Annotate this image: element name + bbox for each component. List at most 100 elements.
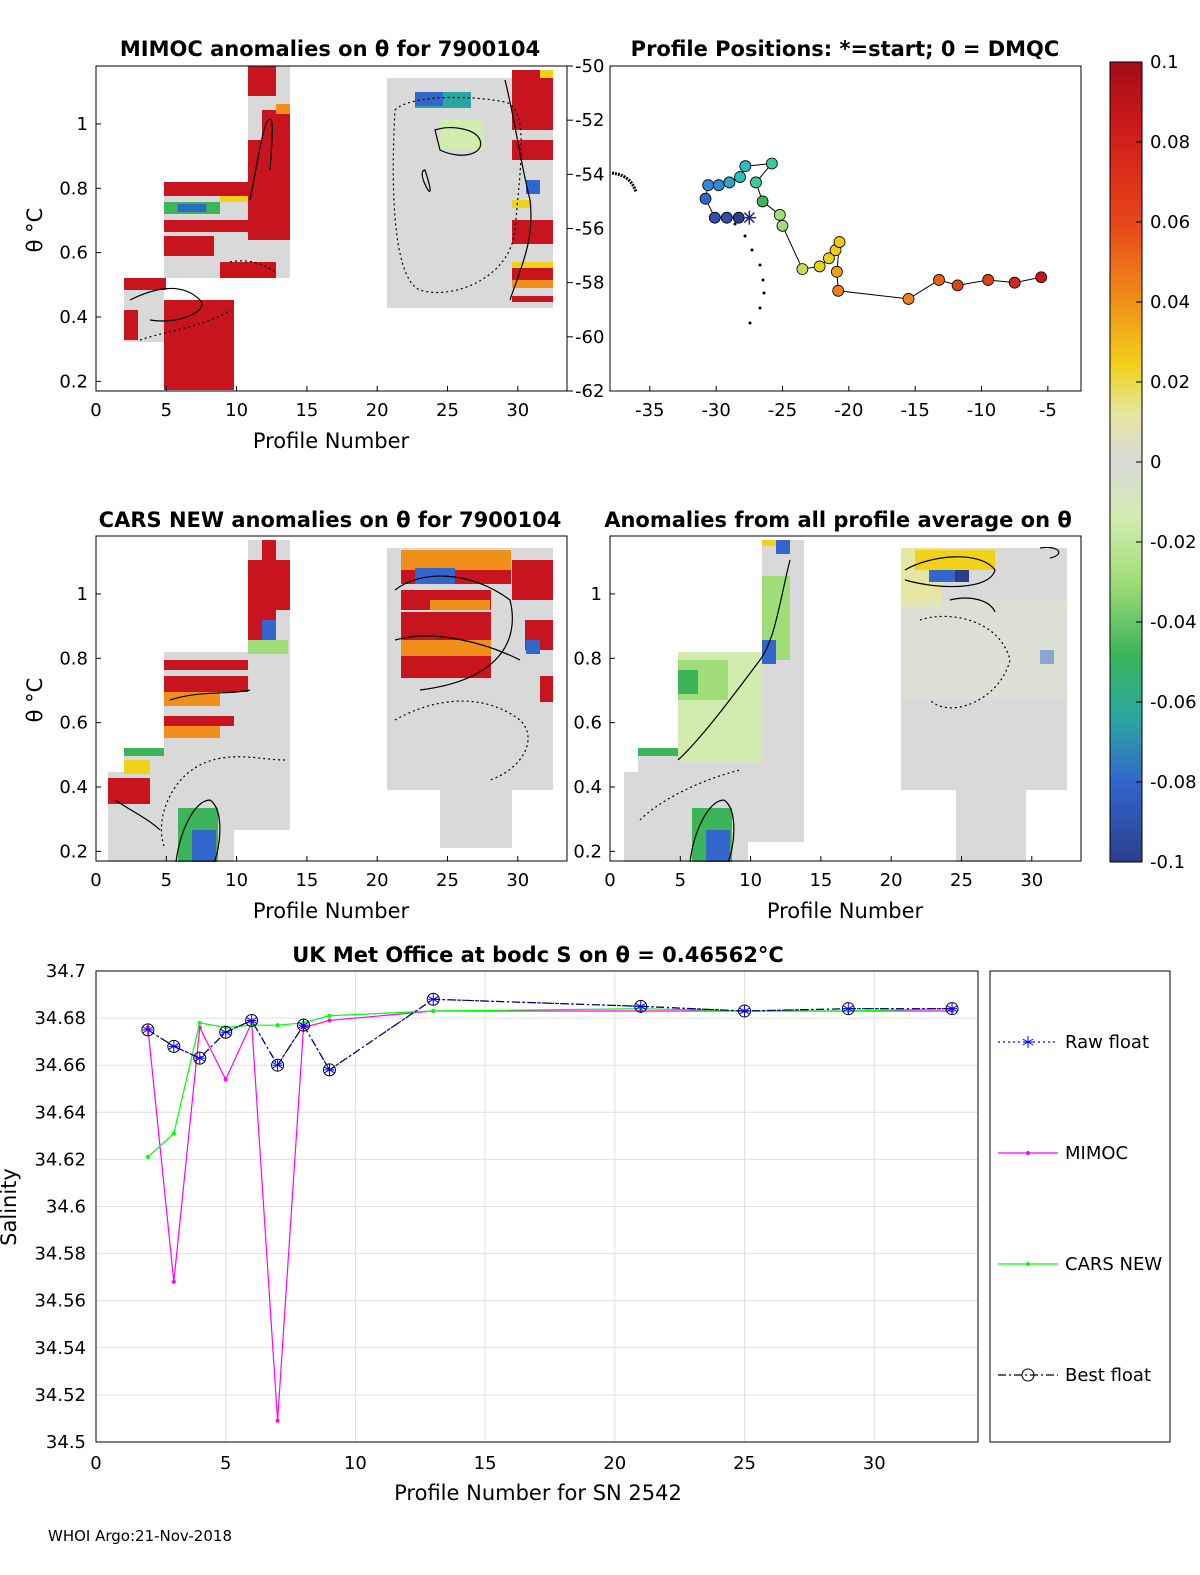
position-point bbox=[776, 219, 789, 232]
positions-x-ticks: -35 -30 -25 -20 -15 -10 -5 bbox=[635, 386, 1057, 421]
series-point bbox=[171, 1279, 176, 1284]
salinity-axes-box bbox=[95, 970, 979, 1443]
legend-label: CARS NEW bbox=[1065, 1254, 1162, 1275]
y-tick-label: -60 bbox=[575, 327, 604, 348]
salinity-xlabel: Profile Number for SN 2542 bbox=[394, 1481, 682, 1505]
y-tick-label: 1 bbox=[77, 584, 88, 605]
allavg-x-ticks: 0 5 10 15 20 25 30 bbox=[604, 856, 1043, 891]
mimoc-ylabel: θ °C bbox=[23, 208, 47, 253]
x-tick-label: -30 bbox=[701, 400, 730, 421]
y-tick-label: -54 bbox=[575, 164, 604, 185]
x-tick-label: -20 bbox=[834, 400, 863, 421]
salinity-y-ticks: 34.5 34.52 34.54 34.56 34.58 34.6 34.62 34.64 34… bbox=[34, 961, 86, 1453]
y-tick-label: 34.58 bbox=[34, 1244, 86, 1265]
position-point bbox=[1008, 276, 1021, 289]
colorbar: 0.1 0.08 0.06 0.04 0.02 0 -0.02 -0.04 -0.06 -0.08… bbox=[1109, 52, 1197, 873]
colorbar-tick-label: 0 bbox=[1150, 452, 1161, 473]
position-point bbox=[982, 274, 995, 286]
colorbar-tick-label: -0.08 bbox=[1150, 772, 1197, 793]
series-point bbox=[145, 1155, 150, 1160]
x-tick-label: 10 bbox=[225, 870, 248, 891]
y-tick-label: 34.66 bbox=[34, 1055, 86, 1076]
y-tick-label: 34.6 bbox=[46, 1197, 86, 1218]
colorbar-tick-label: 0.08 bbox=[1150, 132, 1190, 153]
position-point bbox=[933, 274, 945, 286]
y-tick-label: 0.4 bbox=[59, 777, 88, 798]
x-tick-label: 30 bbox=[863, 1453, 886, 1474]
legend-marker bbox=[1021, 1368, 1035, 1382]
y-tick-label: 0.2 bbox=[59, 841, 88, 862]
y-tick-label: 34.56 bbox=[34, 1291, 86, 1312]
series-point bbox=[272, 1059, 284, 1072]
historic-profile-dots bbox=[611, 171, 766, 325]
series-point bbox=[298, 1019, 309, 1032]
series-point bbox=[431, 1009, 436, 1014]
colorbar-tick-label: -0.1 bbox=[1150, 852, 1185, 873]
y-tick-label: 0.4 bbox=[573, 777, 602, 798]
position-point bbox=[750, 176, 762, 189]
positions-title: Profile Positions: *=start; 0 = DMQC bbox=[631, 37, 1060, 61]
x-tick-label: 5 bbox=[161, 870, 172, 891]
cars-y-ticks: 0.2 0.4 0.6 0.8 1 bbox=[59, 584, 101, 862]
y-tick-label: 0.2 bbox=[59, 371, 88, 392]
series-point bbox=[194, 1052, 206, 1065]
series-point bbox=[327, 1013, 332, 1018]
x-tick-label: 0 bbox=[90, 1453, 101, 1474]
position-point bbox=[1035, 271, 1048, 284]
position-point bbox=[951, 279, 964, 292]
cars-title: CARS NEW anomalies on θ for 7900104 bbox=[99, 508, 562, 532]
x-tick-label: 10 bbox=[225, 400, 248, 421]
y-tick-label: 0.4 bbox=[59, 307, 88, 328]
salinity-chart: UK Met Office at bodc S on θ = 0.46562°C… bbox=[0, 943, 979, 1505]
series-point bbox=[275, 1418, 280, 1423]
allavg-heatmap bbox=[624, 540, 1067, 863]
x-tick-label: -5 bbox=[1039, 400, 1057, 421]
position-point bbox=[773, 209, 786, 221]
x-tick-label: 30 bbox=[1020, 870, 1043, 891]
y-tick-label: 1 bbox=[591, 584, 602, 605]
colorbar-ticks: 0.1 0.08 0.06 0.04 0.02 0 -0.02 -0.04 -0.06 -0.08… bbox=[1136, 52, 1197, 873]
positions-panel: Profile Positions: *=start; 0 = DMQC -35… bbox=[567, 37, 1082, 421]
allavg-title: Anomalies from all profile average on θ bbox=[604, 508, 1072, 532]
y-tick-label: 34.52 bbox=[34, 1385, 86, 1406]
x-tick-label: 10 bbox=[739, 870, 762, 891]
y-tick-label: 34.64 bbox=[34, 1102, 86, 1123]
position-point bbox=[723, 176, 736, 189]
x-tick-label: 5 bbox=[220, 1453, 231, 1474]
series-point bbox=[842, 1002, 854, 1015]
float-position-points bbox=[699, 157, 1048, 305]
cars-heatmap bbox=[108, 540, 553, 863]
y-tick-label: 0.6 bbox=[573, 713, 602, 734]
legend-box bbox=[989, 970, 1171, 1443]
y-tick-label: 0.6 bbox=[59, 243, 88, 264]
y-tick-label: -56 bbox=[575, 219, 604, 240]
x-tick-label: 0 bbox=[90, 870, 101, 891]
x-tick-label: 20 bbox=[603, 1453, 626, 1474]
footer-text: WHOI Argo:21-Nov-2018 bbox=[48, 1527, 232, 1545]
legend-items: Raw float MIMOC CARS NEW Best float bbox=[998, 1032, 1162, 1386]
series-point bbox=[220, 1026, 232, 1039]
series-point bbox=[223, 1077, 228, 1082]
mimoc-y-ticks: 0.2 0.4 0.6 0.8 1 bbox=[59, 114, 101, 392]
series-point bbox=[324, 1063, 335, 1076]
y-tick-label: -62 bbox=[575, 381, 604, 402]
y-tick-label: -52 bbox=[575, 110, 604, 131]
position-point bbox=[796, 263, 809, 276]
y-tick-label: -50 bbox=[575, 56, 604, 77]
x-tick-label: 0 bbox=[90, 400, 101, 421]
x-tick-label: 5 bbox=[675, 870, 686, 891]
y-tick-label: 0.8 bbox=[573, 648, 602, 669]
allavg-panel: Anomalies from all profile average on θ bbox=[573, 508, 1082, 923]
y-tick-label: 34.7 bbox=[46, 961, 86, 982]
legend-marker bbox=[1022, 1036, 1034, 1048]
y-tick-label: 0.6 bbox=[59, 713, 88, 734]
legend-label: MIMOC bbox=[1065, 1143, 1128, 1164]
position-point bbox=[712, 179, 725, 192]
position-point bbox=[720, 211, 733, 224]
mimoc-title: MIMOC anomalies on θ for 7900104 bbox=[120, 37, 540, 61]
series-point bbox=[275, 1023, 280, 1028]
x-tick-label: 30 bbox=[506, 870, 529, 891]
x-tick-label: 0 bbox=[604, 870, 615, 891]
x-tick-label: -35 bbox=[635, 400, 664, 421]
